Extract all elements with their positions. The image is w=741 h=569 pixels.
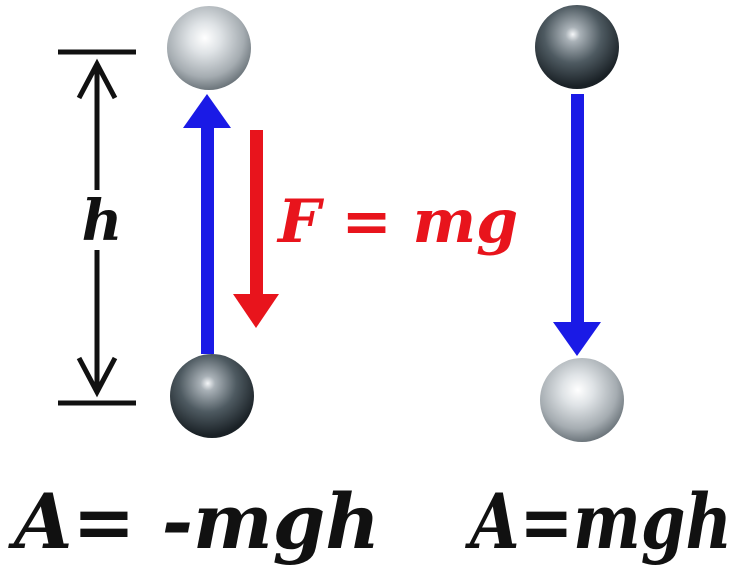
force-label: F = mg (276, 187, 518, 257)
downward-motion-arrow (553, 94, 601, 356)
height-dimension: h (58, 49, 136, 406)
gravity-force-arrow (233, 130, 279, 328)
steel-ball-icon (540, 358, 624, 442)
upward-motion-arrow (183, 94, 231, 354)
height-label-backdrop (78, 190, 126, 250)
arrow-up-icon (183, 94, 231, 128)
work-downward-formula: A=mgh (465, 477, 732, 566)
dimension-arrow-down-icon (76, 356, 118, 398)
arrow-down-icon (553, 322, 601, 356)
steel-ball-icon (535, 5, 619, 89)
ball-bottom-left (170, 354, 254, 438)
ball-bottom-right (540, 358, 624, 442)
steel-ball-icon (167, 6, 251, 90)
height-label: h (82, 188, 123, 254)
work-upward-formula: A= -mgh (8, 477, 380, 566)
steel-ball-icon (170, 354, 254, 438)
ball-top-right (535, 5, 619, 89)
dimension-arrow-up-icon (76, 58, 118, 100)
ball-top-left (167, 6, 251, 90)
arrow-down-icon (233, 294, 279, 328)
